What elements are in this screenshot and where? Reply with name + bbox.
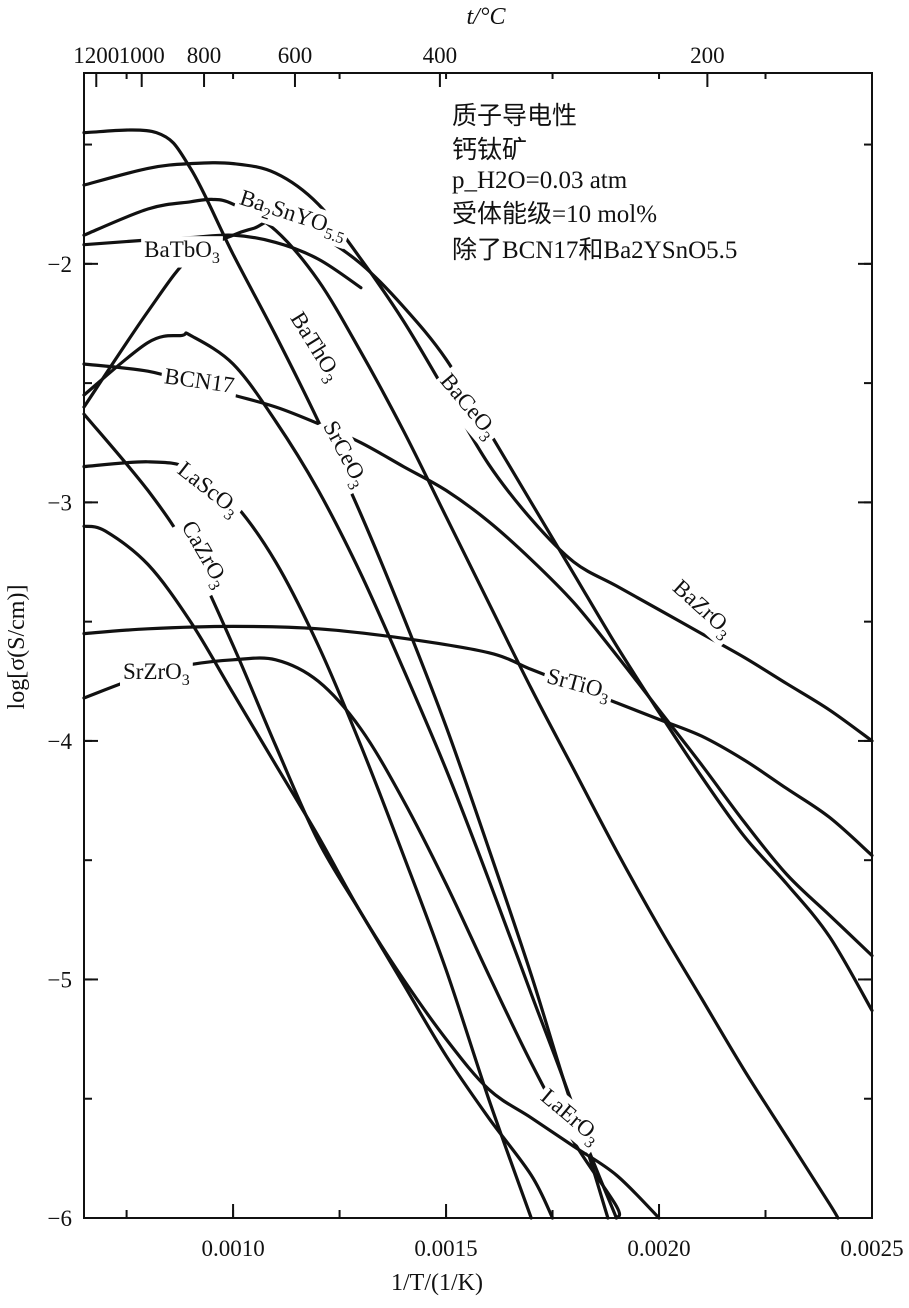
y-tick-label: −3: [48, 490, 72, 515]
curve-label-srceo3: SrCeO3: [311, 413, 376, 496]
curve-label-text: BaTbO3: [144, 237, 220, 266]
curve-batho3: [82, 128, 618, 1220]
legend-line-1: 质子导电性: [452, 102, 577, 130]
curve-laero3: [82, 524, 661, 1220]
x-axis-label: 1/T/(1/K): [391, 1270, 483, 1296]
curve-label-bcn17: BCN17: [159, 362, 239, 400]
top-tick-label: 800: [187, 43, 222, 68]
y-tick-label: −4: [48, 729, 73, 754]
curve-label-background: [232, 183, 354, 250]
legend-line-5: 除了BCN17和Ba2YSnO5.5: [452, 236, 737, 264]
curve-label-lasco3: LaScO3: [167, 454, 248, 527]
ticks-layer: 0.0010 0.0015 0.0020 0.0025 −6 −5 −4 −3 −2 1200 10…: [48, 43, 904, 1261]
curve-label-background: [662, 571, 742, 648]
curve-label-cazro3: CaZrO3: [170, 513, 237, 597]
curve-label-text: BaCeO3: [432, 369, 503, 446]
x-tick-label: 0.0025: [840, 1236, 903, 1261]
y-tick-label: −2: [48, 252, 72, 277]
top-tick-label: 600: [278, 43, 313, 68]
curve-label-background: [170, 513, 237, 597]
curve-label-background: [530, 1081, 610, 1155]
curve-label-text: BCN17: [163, 364, 236, 399]
curve-srceo3: [82, 331, 610, 1220]
curve-label-srtio3: SrTiO3: [539, 661, 617, 711]
curve-labels-layer: BaZrO3 Ba2SnYO5.5 BaTbO3 BaCeO3 BaThO3 BCN17 S…: [120, 183, 742, 1155]
curve-label-batbo3: BaTbO3: [141, 236, 223, 268]
curve-label-background: [311, 413, 376, 496]
curve-label-background: [159, 362, 239, 400]
curve-cazro3: [82, 412, 555, 1220]
legend: 质子导电性 钙钛矿 p_H2O=0.03 atm 受体能级=10 mol% 除了…: [452, 102, 737, 264]
curve-label-ba2snyo5-5: Ba2SnYO5.5: [232, 183, 354, 250]
curve-label-text: LaScO3: [170, 457, 245, 524]
curve-label-background: [539, 661, 617, 711]
y-tick-label: −5: [48, 967, 72, 992]
curve-label-background: [279, 304, 349, 391]
curve-label-batho3: BaThO3: [279, 304, 349, 391]
top-tick-label: 1200: [73, 43, 119, 68]
curve-ba2snyo5-5: [82, 219, 874, 1013]
curve-bcn17: [82, 362, 874, 958]
top-tick-label: 400: [423, 43, 458, 68]
curve-bazro3: [82, 161, 874, 743]
plot-frame: [83, 72, 873, 1219]
curves-layer: [82, 128, 874, 1220]
x-tick-label: 0.0015: [414, 1236, 477, 1261]
curve-label-srzro3: SrZrO3: [120, 658, 193, 690]
x-tick-label: 0.0010: [201, 1236, 264, 1261]
curve-label-background: [167, 454, 248, 527]
legend-line-4: 受体能级=10 mol%: [452, 200, 657, 228]
legend-line-2: 钙钛矿: [452, 136, 527, 164]
top-tick-label: 1000: [119, 43, 165, 68]
y-tick-label: −6: [48, 1206, 72, 1231]
legend-line-3: p_H2O=0.03 atm: [452, 167, 628, 194]
top-axis-label: t/°C: [467, 4, 507, 30]
x-tick-label: 0.0020: [627, 1236, 690, 1261]
curve-label-baceo3: BaCeO3: [429, 365, 506, 449]
curve-srzro3: [82, 656, 622, 1220]
curve-label-background: [429, 365, 506, 449]
curve-label-background: [120, 658, 193, 690]
curve-label-text: SrZrO3: [123, 659, 190, 688]
curve-lasco3: [82, 460, 533, 1220]
curve-label-background: [141, 236, 223, 268]
top-tick-label: 200: [690, 43, 725, 68]
y-axis-label: log[σ(S/cm)]: [4, 585, 30, 710]
curve-baceo3: [82, 197, 840, 1220]
curve-label-bazro3: BaZrO3: [662, 571, 742, 648]
